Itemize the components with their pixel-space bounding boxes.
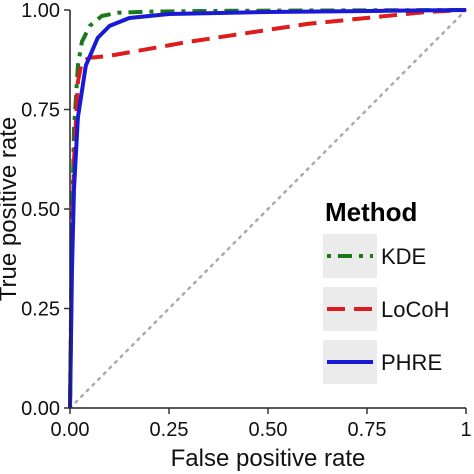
y-tick-label: 0.25 bbox=[21, 299, 60, 321]
x-tick-group: 0.00 0.25 0.50 0.75 1 bbox=[51, 408, 472, 441]
x-tick-label: 0.50 bbox=[249, 419, 288, 441]
reference-diagonal-line bbox=[68, 8, 468, 410]
legend: Method KDE LoCoH PHRE bbox=[323, 197, 449, 384]
series-line-phre bbox=[68, 8, 467, 409]
series-layer bbox=[68, 8, 467, 409]
x-tick-label: 1 bbox=[460, 419, 471, 441]
x-tick-label: 0.25 bbox=[150, 419, 189, 441]
legend-title: Method bbox=[325, 197, 417, 227]
legend-keys bbox=[327, 254, 373, 364]
y-tick-label: 0.50 bbox=[21, 199, 60, 221]
y-tick-group: 0.00 0.25 0.50 0.75 1.00 bbox=[21, 0, 70, 420]
y-tick-label: 0.75 bbox=[21, 100, 60, 122]
x-axis-title: False positive rate bbox=[171, 445, 366, 472]
reference-diagonal-layer bbox=[68, 8, 468, 410]
legend-label-phre: PHRE bbox=[381, 350, 442, 375]
legend-label-locoh: LoCoH bbox=[381, 297, 449, 322]
y-tick-label: 0.00 bbox=[21, 398, 60, 420]
y-tick-label: 1.00 bbox=[21, 0, 60, 22]
legend-label-kde: KDE bbox=[381, 244, 426, 269]
x-tick-label: 0.75 bbox=[348, 419, 387, 441]
y-axis-title: True positive rate bbox=[0, 117, 22, 302]
x-tick-label: 0.00 bbox=[51, 419, 90, 441]
